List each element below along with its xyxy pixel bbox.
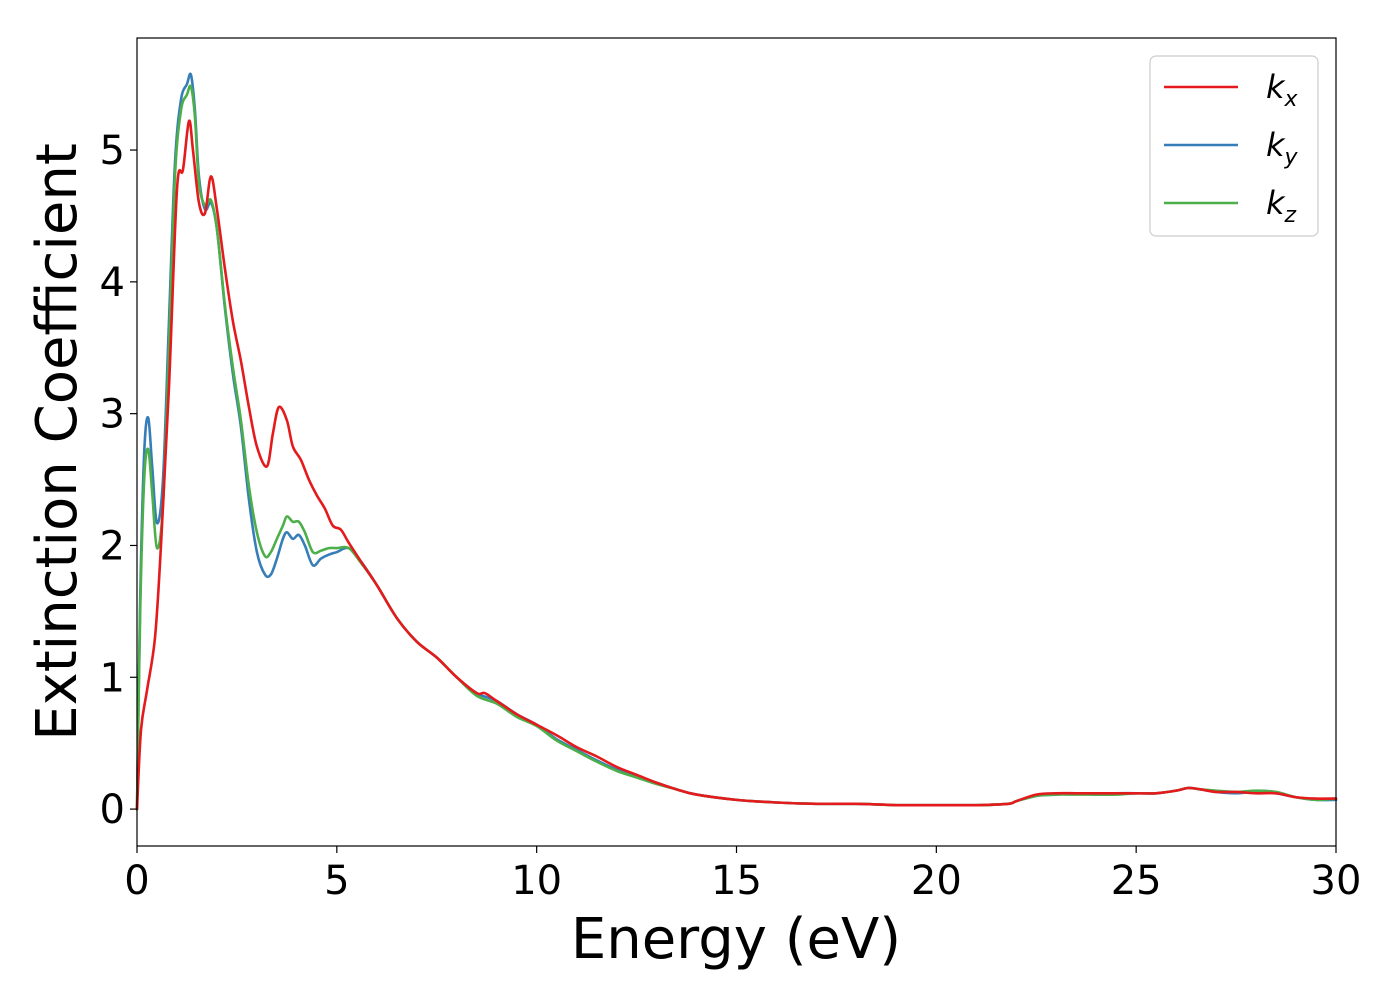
y-tick-label: 4 [100, 260, 125, 306]
legend-label-z: kz [1266, 184, 1297, 228]
legend-items: kx ky kz [1164, 68, 1299, 228]
legend-label-x: kx [1266, 68, 1299, 112]
x-tick-label: 20 [911, 858, 962, 904]
x-tick-label: 5 [324, 858, 349, 904]
y-axis-title: Extinction Coefficient [25, 143, 90, 741]
x-tick-label: 30 [1311, 858, 1362, 904]
legend: kx ky kz [1149, 55, 1319, 237]
y-axis-ticks: 0 1 2 3 4 5 [100, 128, 137, 833]
series-layer [135, 72, 1338, 811]
x-tick-label: 0 [124, 858, 149, 904]
legend-label-y: ky [1266, 126, 1299, 170]
y-tick-label: 2 [100, 523, 125, 569]
x-tick-label: 25 [1111, 858, 1162, 904]
y-tick-label: 5 [100, 128, 125, 174]
x-axis-title: Energy (eV) [571, 907, 901, 972]
y-tick-label: 0 [100, 787, 125, 833]
x-tick-label: 10 [511, 858, 562, 904]
x-tick-label: 15 [711, 858, 762, 904]
y-tick-label: 3 [100, 392, 125, 438]
plot-background [137, 38, 1336, 846]
series-line-x [135, 119, 1338, 811]
y-tick-label: 1 [100, 655, 125, 701]
x-axis-ticks: 0 5 10 15 20 25 30 [124, 846, 1361, 904]
